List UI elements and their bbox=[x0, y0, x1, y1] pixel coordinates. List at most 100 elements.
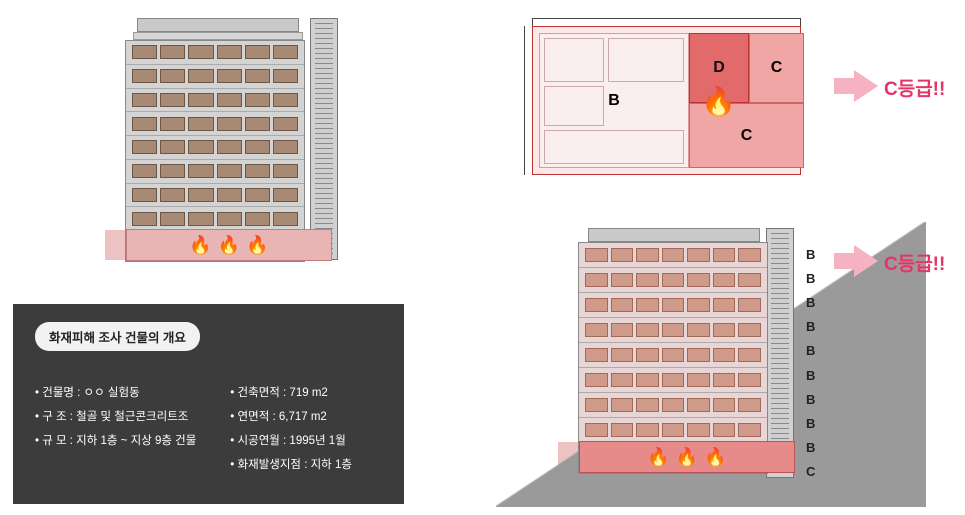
window bbox=[188, 212, 213, 226]
window bbox=[160, 93, 185, 107]
info-item: 규 모 : 지하 1층 ~ 지상 9층 건물 bbox=[35, 429, 196, 453]
floor bbox=[126, 89, 304, 113]
floor bbox=[579, 393, 767, 418]
grade-text-elev: C등급!! bbox=[884, 249, 945, 276]
window bbox=[687, 248, 710, 263]
window bbox=[738, 373, 761, 388]
window bbox=[738, 423, 761, 438]
window bbox=[585, 373, 608, 388]
window bbox=[217, 45, 242, 59]
building-info-panel: 화재피해 조사 건물의 개요 건물명 : ㅇㅇ 실험동구 조 : 철골 및 철근… bbox=[13, 304, 404, 504]
window bbox=[217, 69, 242, 83]
window bbox=[132, 69, 157, 83]
zone-d-label: D bbox=[713, 59, 725, 77]
window bbox=[188, 45, 213, 59]
room bbox=[544, 38, 604, 82]
window bbox=[738, 348, 761, 363]
window bbox=[585, 348, 608, 363]
zone-c1-label: C bbox=[771, 59, 783, 77]
window bbox=[217, 93, 242, 107]
window bbox=[687, 273, 710, 288]
window bbox=[611, 373, 634, 388]
floor bbox=[126, 41, 304, 65]
window bbox=[611, 398, 634, 413]
window bbox=[273, 164, 298, 178]
window bbox=[132, 164, 157, 178]
floor bbox=[579, 293, 767, 318]
zone-b-label: B bbox=[608, 92, 620, 110]
window bbox=[217, 164, 242, 178]
window bbox=[687, 423, 710, 438]
window bbox=[585, 248, 608, 263]
window bbox=[273, 188, 298, 202]
window bbox=[687, 348, 710, 363]
window bbox=[687, 298, 710, 313]
fire-icon: 🔥 bbox=[647, 448, 669, 466]
floor bbox=[579, 418, 767, 443]
window bbox=[217, 212, 242, 226]
window bbox=[738, 248, 761, 263]
floor-grade-label: B bbox=[806, 266, 815, 290]
floor-grade-label: B bbox=[806, 315, 815, 339]
window bbox=[662, 298, 685, 313]
window bbox=[132, 117, 157, 131]
window bbox=[160, 212, 185, 226]
window bbox=[713, 298, 736, 313]
upper-floors bbox=[579, 243, 767, 443]
fire-icon: 🔥 bbox=[676, 448, 698, 466]
roof-band bbox=[133, 32, 303, 40]
info-list-right: 건축면적 : 719 m2연면적 : 6,717 m2시공연월 : 1995년 … bbox=[230, 381, 352, 478]
window bbox=[713, 273, 736, 288]
window bbox=[245, 164, 270, 178]
window bbox=[132, 140, 157, 154]
roof-cap bbox=[588, 228, 760, 242]
window bbox=[585, 298, 608, 313]
info-title-pill: 화재피해 조사 건물의 개요 bbox=[35, 322, 200, 351]
window bbox=[611, 348, 634, 363]
window bbox=[636, 398, 659, 413]
zone-c2-label: C bbox=[741, 127, 753, 145]
fire-icon: 🔥 bbox=[189, 236, 211, 254]
floor-grade-label: B bbox=[806, 339, 815, 363]
building-body: 🔥🔥🔥 bbox=[125, 40, 305, 262]
window bbox=[738, 323, 761, 338]
window bbox=[713, 348, 736, 363]
window bbox=[585, 323, 608, 338]
floor bbox=[579, 343, 767, 368]
window bbox=[245, 188, 270, 202]
window bbox=[738, 298, 761, 313]
window bbox=[662, 273, 685, 288]
window bbox=[273, 117, 298, 131]
window bbox=[245, 140, 270, 154]
window bbox=[585, 423, 608, 438]
window bbox=[662, 398, 685, 413]
window bbox=[245, 117, 270, 131]
window bbox=[585, 398, 608, 413]
window bbox=[160, 69, 185, 83]
window bbox=[636, 323, 659, 338]
grade-text-plan: C등급!! bbox=[884, 74, 945, 101]
window bbox=[188, 93, 213, 107]
floor-grade-label: B bbox=[806, 411, 815, 435]
window bbox=[636, 298, 659, 313]
window bbox=[132, 45, 157, 59]
fire-icon: 🔥 bbox=[246, 236, 268, 254]
info-item: 시공연월 : 1995년 1월 bbox=[230, 429, 352, 453]
window bbox=[611, 273, 634, 288]
floor bbox=[126, 207, 304, 231]
arrow-tail bbox=[834, 78, 856, 94]
floor-grade-label: B bbox=[806, 436, 815, 460]
floor-grade-labels: BBBBBBBBBC bbox=[806, 242, 815, 484]
roof-cap bbox=[137, 18, 299, 32]
window bbox=[188, 117, 213, 131]
floor bbox=[579, 368, 767, 393]
floor bbox=[126, 65, 304, 89]
window bbox=[738, 273, 761, 288]
window bbox=[273, 45, 298, 59]
ground-floor-fire: 🔥🔥🔥 bbox=[126, 229, 332, 261]
window bbox=[611, 248, 634, 263]
window bbox=[245, 45, 270, 59]
window bbox=[636, 248, 659, 263]
arrow-tail bbox=[834, 253, 856, 269]
floor-grade-label: B bbox=[806, 290, 815, 314]
